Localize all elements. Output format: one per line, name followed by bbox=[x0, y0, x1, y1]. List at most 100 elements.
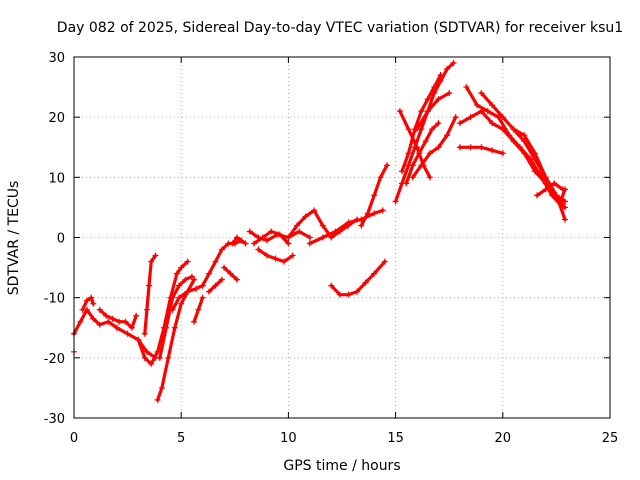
data-point bbox=[474, 102, 481, 109]
data-point bbox=[409, 174, 416, 181]
series-arc-09 bbox=[191, 294, 206, 325]
data-point bbox=[371, 192, 378, 199]
data-point bbox=[478, 144, 485, 151]
data-point bbox=[193, 285, 200, 292]
data-point bbox=[148, 258, 155, 265]
data-point bbox=[169, 294, 176, 301]
data-point bbox=[184, 258, 191, 265]
data-point bbox=[319, 234, 326, 241]
series-line bbox=[415, 91, 451, 131]
series-arc-03 bbox=[96, 306, 140, 331]
y-tick-label: -20 bbox=[44, 352, 65, 367]
data-point bbox=[381, 258, 388, 265]
data-point bbox=[141, 354, 148, 361]
series-arc-29 bbox=[456, 144, 506, 157]
data-point bbox=[538, 168, 545, 175]
series-arc-15 bbox=[255, 246, 296, 265]
data-point bbox=[405, 126, 412, 133]
data-point bbox=[544, 180, 551, 187]
x-tick-label: 15 bbox=[387, 431, 404, 446]
series-arc-19 bbox=[328, 258, 388, 298]
series-arc-17 bbox=[285, 207, 361, 241]
data-point bbox=[199, 294, 206, 301]
data-point bbox=[176, 294, 183, 301]
data-point bbox=[467, 144, 474, 151]
data-point bbox=[79, 306, 86, 313]
data-point bbox=[405, 150, 412, 157]
data-point bbox=[289, 252, 296, 259]
data-point bbox=[377, 174, 384, 181]
data-point bbox=[484, 108, 491, 115]
y-tick-label: 0 bbox=[57, 232, 65, 247]
data-point bbox=[233, 234, 240, 241]
data-point bbox=[184, 288, 191, 295]
data-point bbox=[146, 282, 153, 289]
x-tick-labels: 0 5 10 15 20 25 bbox=[70, 431, 618, 446]
data-point bbox=[206, 270, 213, 277]
data-point bbox=[263, 252, 270, 259]
y-tick-label: 30 bbox=[48, 51, 65, 66]
data-point bbox=[446, 90, 453, 97]
series-arc-12 bbox=[221, 264, 240, 283]
data-point bbox=[384, 162, 391, 169]
data-point bbox=[156, 354, 163, 361]
series-line bbox=[411, 115, 458, 179]
data-point bbox=[399, 168, 406, 175]
series-arc-18 bbox=[306, 207, 386, 247]
data-point bbox=[510, 126, 517, 133]
data-point bbox=[229, 240, 236, 247]
data-point bbox=[293, 222, 300, 229]
data-point bbox=[561, 216, 568, 223]
series-line bbox=[464, 85, 565, 209]
data-point bbox=[559, 186, 566, 193]
data-point bbox=[551, 180, 558, 187]
data-point bbox=[409, 162, 416, 169]
data-point bbox=[431, 84, 438, 91]
data-point bbox=[133, 312, 140, 319]
x-axis-label: GPS time / hours bbox=[283, 458, 400, 474]
data-point bbox=[424, 96, 431, 103]
data-point bbox=[306, 240, 313, 247]
data-point bbox=[158, 384, 165, 391]
data-point bbox=[103, 312, 110, 319]
series-arc-11 bbox=[206, 276, 225, 295]
data-point bbox=[328, 282, 335, 289]
data-point bbox=[195, 306, 202, 313]
data-point bbox=[77, 318, 84, 325]
x-tick-label: 0 bbox=[70, 431, 78, 446]
series-arc-25 bbox=[409, 114, 459, 181]
data-point bbox=[396, 108, 403, 115]
data-point bbox=[212, 258, 219, 265]
data-point bbox=[233, 276, 240, 283]
data-point bbox=[128, 324, 135, 331]
y-axis-label: SDTVAR / TECUs bbox=[6, 181, 22, 296]
data-point bbox=[182, 276, 189, 283]
data-point bbox=[169, 306, 176, 313]
data-point bbox=[88, 294, 95, 301]
data-point bbox=[259, 234, 266, 241]
data-point bbox=[463, 84, 470, 91]
data-point bbox=[424, 108, 431, 115]
data-point bbox=[426, 174, 433, 181]
series-arc-16 bbox=[251, 228, 292, 247]
data-point bbox=[272, 255, 279, 262]
gridlines bbox=[74, 57, 610, 418]
data-point bbox=[499, 150, 506, 157]
data-point bbox=[296, 228, 303, 235]
data-point bbox=[163, 324, 170, 331]
data-point bbox=[489, 147, 496, 154]
data-point bbox=[456, 144, 463, 151]
data-point bbox=[135, 336, 142, 343]
data-point bbox=[499, 114, 506, 121]
plot-area bbox=[71, 60, 568, 403]
data-point bbox=[379, 207, 386, 214]
data-point bbox=[392, 198, 399, 205]
data-point bbox=[122, 318, 129, 325]
data-point bbox=[218, 276, 225, 283]
series-line bbox=[404, 121, 441, 185]
data-point bbox=[328, 234, 335, 241]
data-point bbox=[362, 279, 369, 286]
data-point bbox=[285, 240, 292, 247]
x-tick-label: 25 bbox=[602, 431, 619, 446]
isolated-data-point bbox=[534, 192, 541, 199]
